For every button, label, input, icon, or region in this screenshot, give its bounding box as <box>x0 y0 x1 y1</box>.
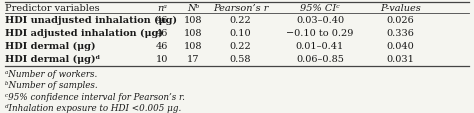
Text: ᵃNumber of workers.: ᵃNumber of workers. <box>5 69 97 78</box>
Text: ᵇNumber of samples.: ᵇNumber of samples. <box>5 81 97 90</box>
Text: 108: 108 <box>184 16 202 25</box>
Text: 0.58: 0.58 <box>230 54 251 63</box>
Text: 46: 46 <box>156 16 169 25</box>
Text: 0.22: 0.22 <box>230 41 251 50</box>
Text: Pearson’s r: Pearson’s r <box>213 4 268 13</box>
Text: ᵈInhalation exposure to HDI <0.005 μg.: ᵈInhalation exposure to HDI <0.005 μg. <box>5 103 181 112</box>
Text: 0.026: 0.026 <box>387 16 414 25</box>
Text: 46: 46 <box>156 28 169 37</box>
Text: ᶜ95% confidence interval for Pearson’s r.: ᶜ95% confidence interval for Pearson’s r… <box>5 92 184 101</box>
Text: 46: 46 <box>156 41 169 50</box>
Text: 0.22: 0.22 <box>230 16 251 25</box>
Text: 0.336: 0.336 <box>387 28 414 37</box>
Text: 0.031: 0.031 <box>387 54 414 63</box>
Text: HDI adjusted inhalation (μg): HDI adjusted inhalation (μg) <box>5 28 163 38</box>
Text: 108: 108 <box>184 41 202 50</box>
Text: Nᵇ: Nᵇ <box>187 4 200 13</box>
Text: −0.10 to 0.29: −0.10 to 0.29 <box>286 28 354 37</box>
Text: 10: 10 <box>156 54 169 63</box>
Text: HDI unadjusted inhalation (μg): HDI unadjusted inhalation (μg) <box>5 16 177 25</box>
Text: 0.10: 0.10 <box>230 28 251 37</box>
Text: P-values: P-values <box>380 4 421 13</box>
Text: 108: 108 <box>184 28 202 37</box>
Text: 0.03–0.40: 0.03–0.40 <box>296 16 344 25</box>
Text: 0.01–0.41: 0.01–0.41 <box>296 41 344 50</box>
Text: HDI dermal (μg): HDI dermal (μg) <box>5 41 95 51</box>
Text: HDI dermal (μg)ᵈ: HDI dermal (μg)ᵈ <box>5 54 100 64</box>
Text: 95% CIᶜ: 95% CIᶜ <box>300 4 340 13</box>
Text: Predictor variables: Predictor variables <box>5 4 100 13</box>
Text: 0.040: 0.040 <box>387 41 414 50</box>
Text: 17: 17 <box>187 54 200 63</box>
Text: 0.06–0.85: 0.06–0.85 <box>296 54 344 63</box>
Text: nᵃ: nᵃ <box>157 4 167 13</box>
